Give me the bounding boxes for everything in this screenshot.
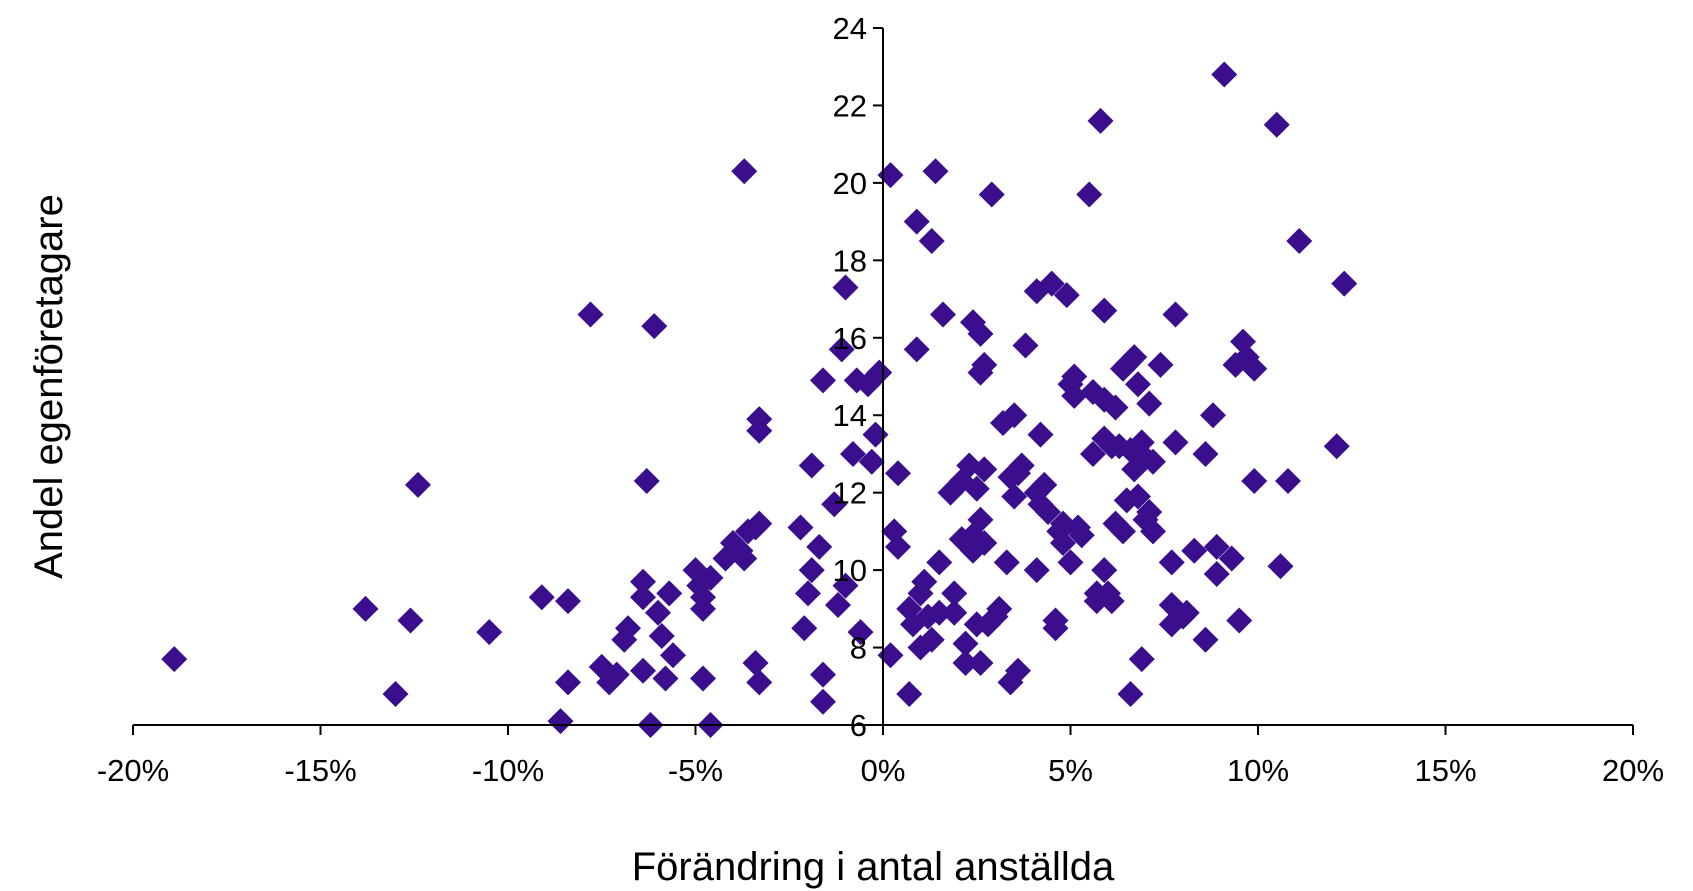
data-point <box>806 534 832 560</box>
data-point <box>1163 429 1189 455</box>
data-point <box>795 580 821 606</box>
data-point <box>1088 108 1114 134</box>
data-point <box>878 162 904 188</box>
data-point <box>1275 468 1301 494</box>
data-point <box>788 515 814 541</box>
data-point <box>810 689 836 715</box>
data-point <box>1211 61 1237 87</box>
y-tick-label: 6 <box>850 708 867 743</box>
data-point <box>1001 484 1027 510</box>
data-point <box>1091 557 1117 583</box>
data-point <box>994 549 1020 575</box>
data-point <box>1118 681 1144 707</box>
data-point <box>1268 553 1294 579</box>
data-point <box>1159 549 1185 575</box>
data-point <box>1148 352 1174 378</box>
data-point <box>1193 627 1219 653</box>
data-point <box>904 209 930 235</box>
data-point <box>555 669 581 695</box>
y-tick-label: 16 <box>833 321 867 356</box>
data-point <box>398 607 424 633</box>
data-point <box>941 600 967 626</box>
data-point <box>791 615 817 641</box>
data-point <box>653 666 679 692</box>
data-point <box>968 650 994 676</box>
x-tick-label: 0% <box>861 753 906 788</box>
data-point <box>810 662 836 688</box>
data-point <box>1028 422 1054 448</box>
data-point <box>405 472 431 498</box>
data-point <box>578 302 604 328</box>
data-point <box>1091 298 1117 324</box>
data-point <box>1076 182 1102 208</box>
data-point <box>548 708 574 734</box>
data-point <box>1200 402 1226 428</box>
data-point <box>1241 468 1267 494</box>
data-point <box>641 313 667 339</box>
data-point <box>1193 441 1219 467</box>
data-point <box>1286 228 1312 254</box>
data-point <box>1024 557 1050 583</box>
data-point <box>746 669 772 695</box>
data-point <box>555 588 581 614</box>
data-point <box>810 367 836 393</box>
data-point <box>690 666 716 692</box>
x-tick-label: -5% <box>668 753 723 788</box>
points-layer <box>161 61 1357 738</box>
y-tick-label: 20 <box>833 166 867 201</box>
data-point <box>743 650 769 676</box>
data-point <box>383 681 409 707</box>
data-point <box>1226 607 1252 633</box>
x-tick-label: -15% <box>284 753 356 788</box>
data-point <box>1264 112 1290 138</box>
data-point <box>799 557 825 583</box>
data-point <box>878 642 904 668</box>
data-point <box>885 460 911 486</box>
data-point <box>1129 646 1155 672</box>
x-tick-label: 15% <box>1414 753 1476 788</box>
data-point <box>930 302 956 328</box>
data-point <box>1163 302 1189 328</box>
y-tick-label: 22 <box>833 88 867 123</box>
data-point <box>896 681 922 707</box>
data-point <box>1331 271 1357 297</box>
x-tick-label: 5% <box>1048 753 1093 788</box>
x-tick-label: 10% <box>1227 753 1289 788</box>
x-tick-label: -10% <box>472 753 544 788</box>
data-point <box>1013 333 1039 359</box>
data-point <box>979 182 1005 208</box>
y-tick-label: 8 <box>850 631 867 666</box>
y-tick-label: 12 <box>833 476 867 511</box>
y-tick-label: 14 <box>833 398 867 433</box>
data-point <box>161 646 187 672</box>
data-point <box>919 228 945 254</box>
data-point <box>476 619 502 645</box>
data-point <box>630 658 656 684</box>
data-point <box>353 596 379 622</box>
y-axis-title: Andel egenföretagare <box>27 194 71 579</box>
data-point <box>799 453 825 479</box>
data-point <box>634 468 660 494</box>
x-tick-label: -20% <box>97 753 169 788</box>
data-point <box>1181 538 1207 564</box>
x-tick-label: 20% <box>1602 753 1664 788</box>
data-point <box>731 158 757 184</box>
x-tick-group: -20% -15% -10% -5% 0% 5% 10% 15% 20% <box>97 725 1664 788</box>
data-point <box>1324 433 1350 459</box>
y-tick-label: 24 <box>833 11 867 46</box>
data-point <box>926 549 952 575</box>
y-tick-label: 10 <box>833 553 867 588</box>
y-tick-label: 18 <box>833 243 867 278</box>
x-axis-title: Förändring i antal anställda <box>632 845 1115 889</box>
data-point <box>529 584 555 610</box>
data-point <box>904 336 930 362</box>
data-point <box>923 158 949 184</box>
